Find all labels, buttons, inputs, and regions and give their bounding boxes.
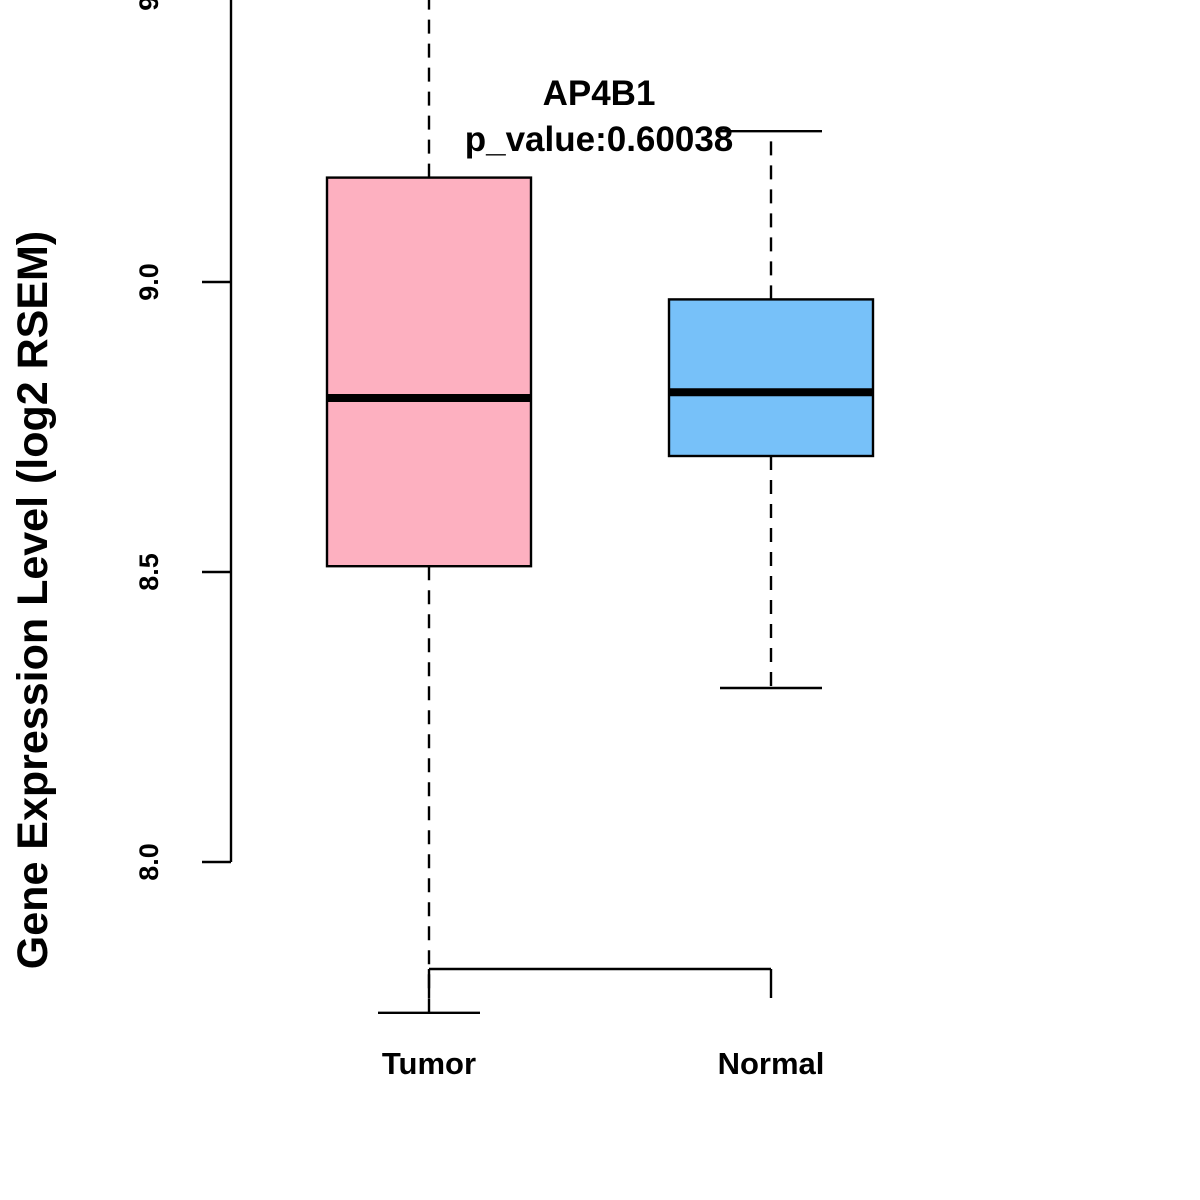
box-normal	[667, 129, 875, 690]
y-tick-label: 9.0	[134, 263, 164, 301]
y-tick-label: 8.0	[134, 843, 164, 881]
x-tick-label: Tumor	[382, 1046, 476, 1081]
chart-title: AP4B1	[543, 74, 656, 113]
y-axis-label: Gene Expression Level (log2 RSEM)	[9, 231, 57, 969]
box-tumor	[325, 0, 533, 1014]
box-series	[325, 0, 875, 1014]
box-iqr	[325, 176, 533, 568]
x-axis	[427, 967, 773, 998]
box-iqr	[667, 298, 875, 458]
category-labels: Tumor Normal	[382, 1046, 824, 1081]
y-tick-label: 8.5	[134, 553, 164, 591]
chart-subtitle: p_value:0.60038	[465, 120, 734, 159]
x-tick-label: Normal	[718, 1046, 825, 1081]
y-tick-label: 9.5	[134, 0, 164, 11]
y-axis: 8.08.59.09.510.0	[134, 0, 233, 881]
